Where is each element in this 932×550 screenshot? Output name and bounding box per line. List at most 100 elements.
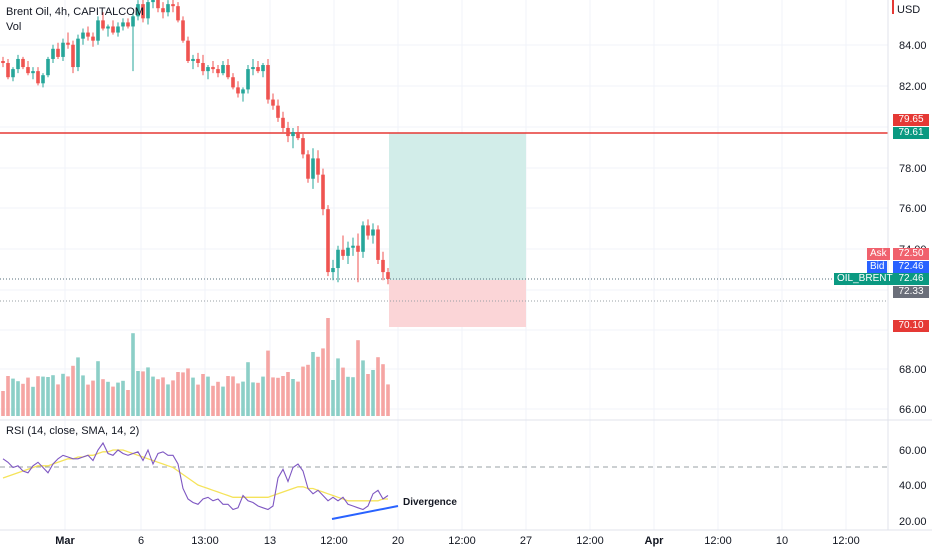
candle-body bbox=[126, 22, 130, 27]
volume-bar bbox=[146, 367, 150, 416]
time-label: 12:00 bbox=[704, 535, 732, 547]
candle-body bbox=[326, 209, 330, 273]
candle-body bbox=[36, 71, 40, 84]
candle-body bbox=[206, 67, 210, 72]
candle-body bbox=[91, 36, 95, 41]
rsi-tick: 40.00 bbox=[899, 480, 927, 492]
candle-body bbox=[156, 0, 160, 9]
candle-body bbox=[236, 87, 240, 94]
candle-body bbox=[81, 32, 85, 39]
loss-zone[interactable] bbox=[389, 280, 526, 327]
time-label: 12:00 bbox=[832, 535, 860, 547]
volume-label[interactable]: Vol bbox=[6, 21, 21, 33]
volume-bar bbox=[386, 384, 390, 416]
candle-body bbox=[151, 0, 155, 3]
volume-bar bbox=[106, 381, 110, 416]
time-label: 10 bbox=[776, 535, 788, 547]
candle-body bbox=[316, 158, 320, 175]
candle-body bbox=[306, 154, 310, 179]
stop-price-tag: 70.10 bbox=[893, 320, 929, 332]
volume-bars bbox=[1, 318, 390, 416]
candle-body bbox=[221, 65, 225, 74]
candle-body bbox=[141, 4, 145, 19]
volume-bar bbox=[206, 376, 210, 416]
volume-bar bbox=[141, 371, 145, 416]
volume-bar bbox=[116, 382, 120, 416]
volume-bar bbox=[101, 379, 105, 416]
candle-body bbox=[361, 225, 365, 252]
price-tick: 82.00 bbox=[899, 81, 927, 93]
candle-body bbox=[96, 20, 100, 41]
volume-bar bbox=[306, 364, 310, 416]
volume-bar bbox=[361, 360, 365, 416]
rsi-ma-line bbox=[2, 449, 388, 502]
candle-body bbox=[176, 6, 180, 21]
candle-body bbox=[251, 67, 255, 70]
candle-body bbox=[161, 8, 165, 13]
volume-bar bbox=[246, 362, 250, 416]
candle-body bbox=[296, 132, 300, 139]
volume-bar bbox=[256, 382, 260, 416]
candle-body bbox=[166, 4, 170, 13]
symbol-price-label: OIL_BRENT bbox=[834, 273, 896, 285]
candle-body bbox=[231, 77, 235, 88]
volume-bar bbox=[376, 357, 380, 416]
volume-bar bbox=[126, 390, 130, 416]
currency-label: USD bbox=[897, 4, 920, 16]
volume-bar bbox=[6, 376, 10, 416]
candle-body bbox=[341, 249, 345, 256]
volume-bar bbox=[91, 380, 95, 416]
candle-body bbox=[21, 58, 25, 68]
volume-bar bbox=[296, 381, 300, 416]
candle-body bbox=[241, 89, 245, 94]
volume-bar bbox=[226, 376, 230, 416]
candle-body bbox=[226, 65, 230, 78]
volume-bar bbox=[371, 370, 375, 416]
volume-bar bbox=[166, 384, 170, 416]
candle-body bbox=[286, 127, 290, 137]
bid-label: Bid bbox=[867, 261, 888, 273]
candle-body bbox=[246, 69, 250, 90]
candle-body bbox=[191, 58, 195, 61]
rsi-label[interactable]: RSI (14, close, SMA, 14, 2) bbox=[6, 425, 139, 437]
time-label: 20 bbox=[392, 535, 404, 547]
volume-bar bbox=[36, 376, 40, 416]
candle-body bbox=[201, 63, 205, 72]
divergence-line[interactable] bbox=[331, 505, 399, 520]
volume-bar bbox=[81, 375, 85, 416]
volume-bar bbox=[111, 386, 115, 416]
time-label: 12:00 bbox=[448, 535, 476, 547]
volume-bar bbox=[291, 379, 295, 416]
candle-body bbox=[186, 40, 190, 61]
volume-bar bbox=[161, 377, 165, 416]
volume-bar bbox=[261, 376, 265, 416]
price-tick: 66.00 bbox=[899, 404, 927, 416]
volume-bar bbox=[216, 381, 220, 416]
volume-bar bbox=[151, 376, 155, 416]
candle-body bbox=[346, 247, 350, 256]
volume-bar bbox=[356, 340, 360, 416]
candle-body bbox=[116, 26, 120, 33]
profit-zone[interactable] bbox=[389, 133, 526, 280]
candle-body bbox=[106, 26, 110, 29]
candle-body bbox=[56, 48, 60, 57]
candle-body bbox=[26, 67, 30, 74]
candles bbox=[1, 0, 390, 285]
symbol-title[interactable]: Brent Oil, 4h, CAPITALCOM bbox=[6, 6, 144, 18]
volume-bar bbox=[71, 365, 75, 416]
bid-price-tag: 72.46 bbox=[893, 261, 929, 273]
volume-bar bbox=[251, 382, 255, 416]
candle-body bbox=[331, 268, 335, 273]
volume-bar bbox=[21, 383, 25, 416]
volume-bar bbox=[236, 383, 240, 416]
volume-bar bbox=[26, 377, 30, 416]
volume-bar bbox=[11, 378, 15, 416]
price-tick: 76.00 bbox=[899, 203, 927, 215]
ask-label: Ask bbox=[867, 248, 890, 260]
candle-body bbox=[381, 259, 385, 273]
volume-bar bbox=[286, 372, 290, 416]
divergence-annotation[interactable]: Divergence bbox=[403, 497, 457, 508]
price-axis: 84.00 82.00 78.00 76.00 74.00 68.00 66.0… bbox=[899, 40, 927, 416]
candle-body bbox=[266, 65, 270, 100]
